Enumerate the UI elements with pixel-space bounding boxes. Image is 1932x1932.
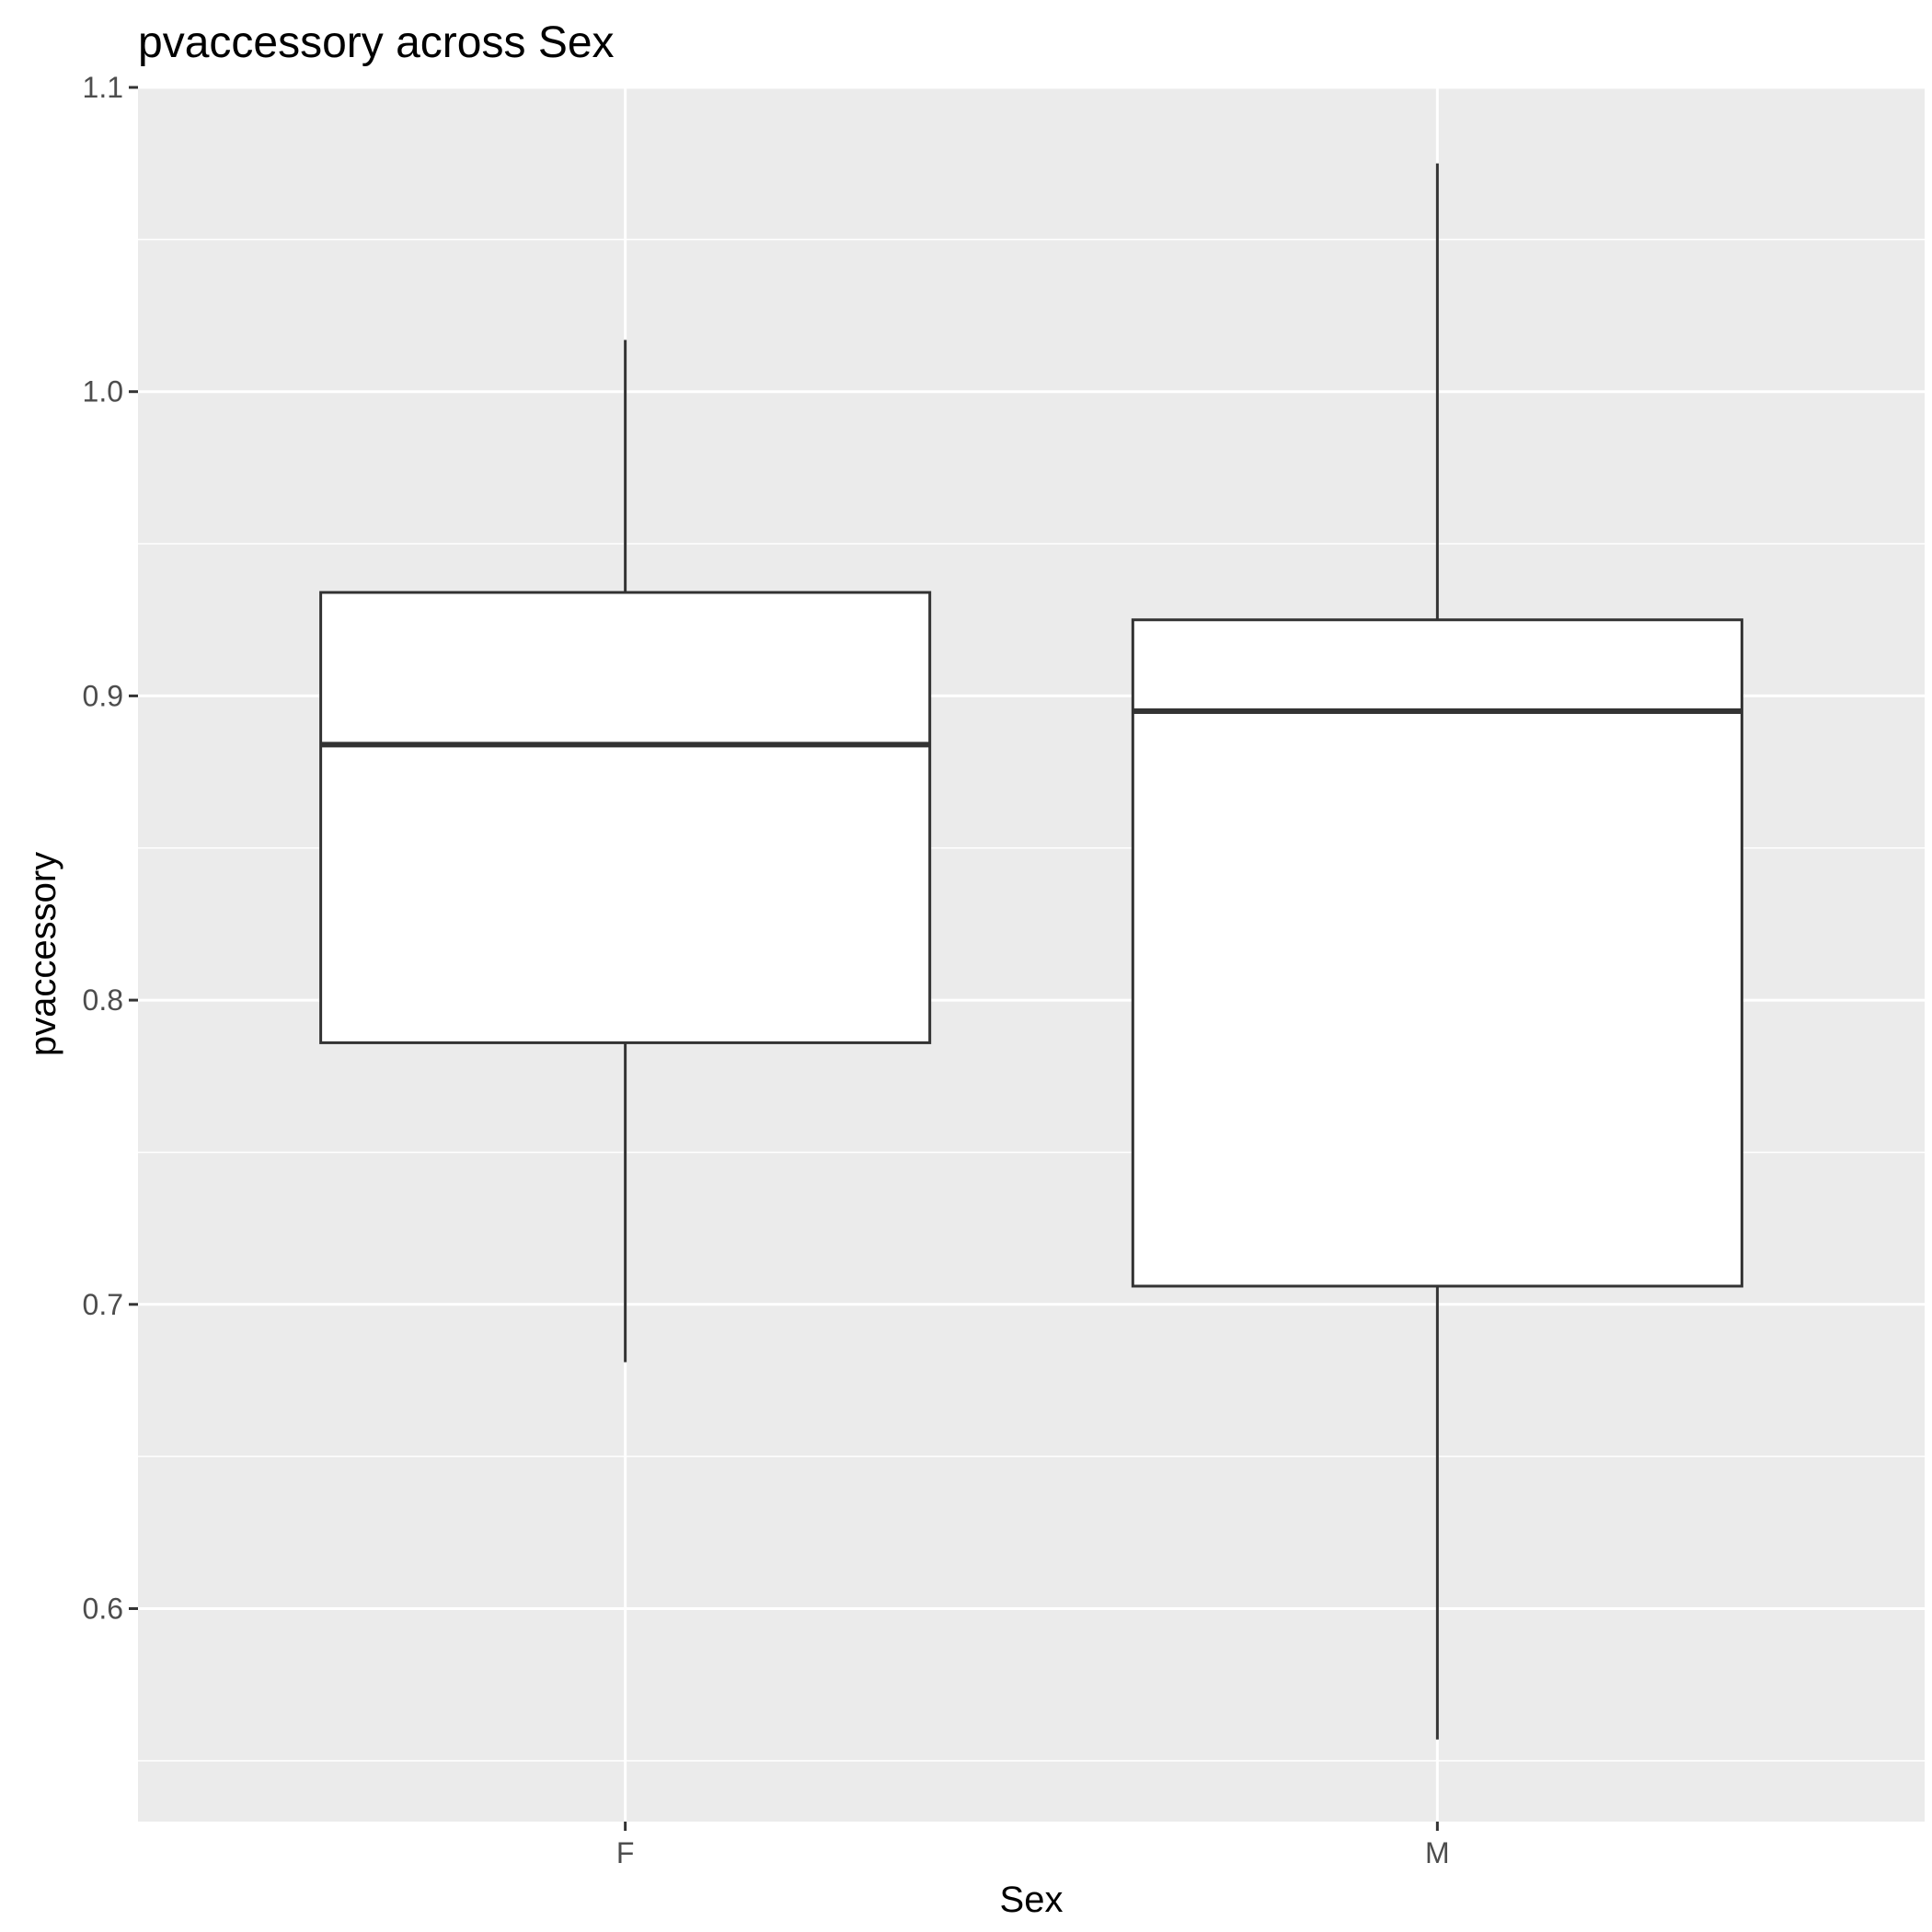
- y-tick-label: 1.1: [83, 71, 123, 104]
- y-axis: 0.6 0.7 0.8 0.9 1.0 1.1: [83, 71, 138, 1626]
- x-axis-title: Sex: [1000, 1880, 1064, 1920]
- boxes-layer: [319, 163, 1743, 1740]
- y-tick-label: 0.7: [83, 1288, 123, 1321]
- y-axis-title: pvaccessory: [23, 852, 63, 1056]
- y-tick-label: 0.9: [83, 679, 123, 712]
- x-tick-label: F: [616, 1836, 635, 1869]
- y-tick-label: 1.0: [83, 375, 123, 408]
- iqr-box: [1131, 618, 1743, 1288]
- box-group-F: [319, 339, 932, 1363]
- chart-title: pvaccessory across Sex: [138, 18, 615, 67]
- x-tick-label: M: [1425, 1836, 1450, 1869]
- y-tick-label: 0.8: [83, 983, 123, 1017]
- y-tick-label: 0.6: [83, 1593, 123, 1626]
- iqr-box: [319, 591, 932, 1044]
- box-group-M: [1131, 163, 1743, 1740]
